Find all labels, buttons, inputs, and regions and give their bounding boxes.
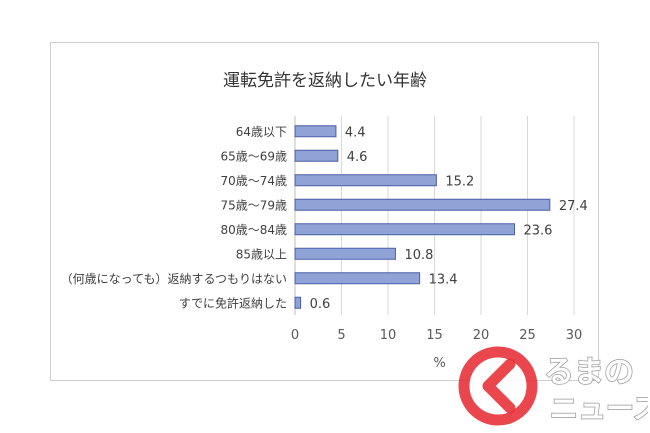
bar: [294, 247, 396, 260]
x-tick-label: 30: [566, 328, 583, 343]
data-label: 15.2: [445, 174, 474, 189]
data-label: 13.4: [429, 272, 458, 287]
data-label: 10.8: [404, 248, 433, 263]
svg-text:るまの: るまの: [544, 355, 634, 390]
svg-text:ニュース: ニュース: [550, 392, 648, 425]
x-tick-label: 10: [380, 328, 397, 343]
category-label: （何歳になっても）返納するつもりはない: [61, 272, 287, 286]
kurumanonews-logo: るまの ニュース: [458, 346, 648, 426]
data-label: 23.6: [523, 223, 552, 238]
x-axis-label: %: [433, 356, 445, 371]
bar: [294, 198, 551, 211]
category-label: 80歳～84歳: [220, 223, 287, 237]
data-label: 4.6: [347, 150, 368, 165]
x-tick-label: 15: [426, 328, 443, 343]
bar: [294, 272, 421, 285]
x-tick-label: 25: [519, 328, 536, 343]
data-label: 0.6: [310, 297, 331, 312]
bar: [294, 296, 302, 309]
chart-title: 運転免許を返納したい年齢: [223, 71, 427, 91]
bar: [294, 174, 437, 187]
x-tick-label: 20: [473, 328, 490, 343]
x-tick-label: 0: [291, 328, 299, 343]
bar: [294, 149, 339, 162]
category-label: すでに免許返納した: [179, 295, 287, 310]
bar: [294, 223, 515, 236]
x-tick-label: 5: [337, 328, 345, 343]
category-label: 70歳～74歳: [220, 174, 287, 188]
category-label: 65歳～69歳: [220, 149, 287, 163]
bar-layer: [294, 125, 551, 309]
bar: [294, 125, 337, 138]
data-label: 27.4: [559, 199, 588, 214]
category-label: 75歳～79歳: [220, 198, 287, 212]
category-label: 85歳以上: [236, 247, 287, 261]
chart-frame: [50, 42, 599, 381]
logo-mark-icon: [458, 346, 538, 426]
data-label: 4.4: [345, 125, 366, 140]
label-layer: 0 5 10 15 20 25 30% 64歳以下 4.4 65歳～69歳 4.6 70歳～74歳 15…: [61, 125, 588, 371]
category-label: 64歳以下: [236, 125, 287, 139]
